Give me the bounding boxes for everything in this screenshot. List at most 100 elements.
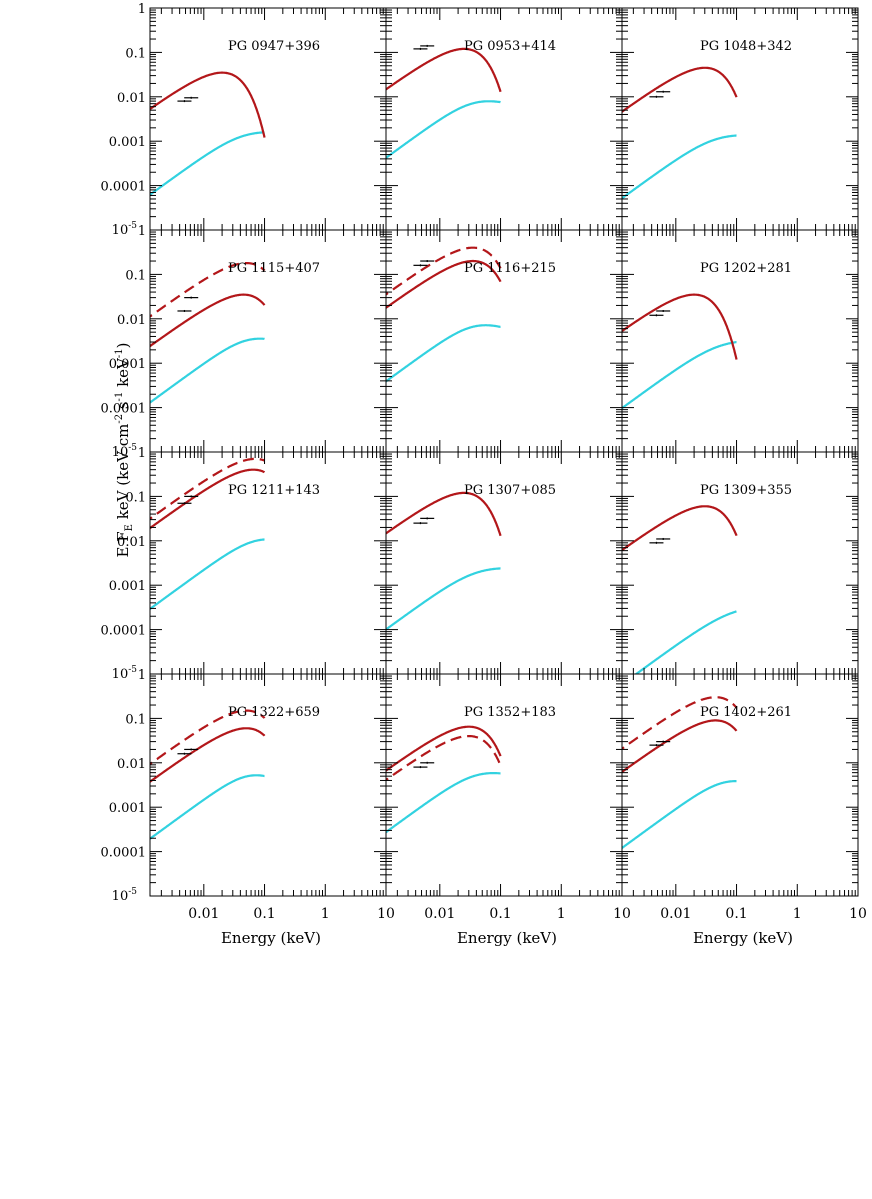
x-axis-label-col1: Energy (keV) [221, 929, 321, 947]
panel-6: PG 1211+143 [150, 457, 320, 611]
panel-plot-area [622, 293, 738, 410]
disk-curve [386, 47, 502, 93]
x-tick-label: 0.1 [489, 906, 511, 922]
panel-1: PG 0953+414 [386, 39, 556, 160]
disk-curve [622, 505, 738, 552]
panel-title: PG 1202+281 [700, 261, 792, 276]
panel-title: PG 1322+659 [228, 705, 320, 720]
disk-curve-dashed [150, 457, 266, 521]
x-tick-label: 10 [849, 906, 867, 922]
y-tick-label: 0.001 [109, 135, 146, 150]
comptonization-curve [386, 324, 501, 383]
disk-curve [150, 293, 266, 348]
panel-title: PG 1048+342 [700, 39, 792, 54]
comptonization-curve [150, 337, 265, 404]
disk-curve [150, 468, 266, 530]
x-tick-label: 10 [377, 906, 395, 922]
y-tick-label: 0.0001 [101, 180, 147, 195]
y-tick-label: 0.01 [117, 91, 146, 106]
y-tick-label: 1 [138, 224, 146, 239]
disk-curve-dashed [150, 709, 266, 766]
y-tick-label: 0.0001 [101, 402, 147, 417]
x-tick-label: 0.01 [424, 906, 455, 922]
panel-8: PG 1309+355 [622, 483, 792, 674]
panel-0: PG 0947+396 [150, 39, 320, 197]
x-axis-label-col3: Energy (keV) [693, 929, 793, 947]
comptonization-curve [386, 772, 501, 834]
disk-curve [386, 491, 502, 537]
panel-7: PG 1307+085 [386, 483, 556, 631]
y-axis-label: E FE keV (keV cm-2 s-1 keV-1) [114, 343, 135, 558]
panel-title: PG 1211+143 [228, 483, 320, 498]
disk-curve-dashed [386, 246, 502, 296]
y-tick-label: 1 [138, 668, 146, 683]
y-tick-label: 0.01 [117, 535, 146, 550]
panel-title: PG 1352+183 [464, 705, 556, 720]
panel-plot-area [622, 505, 738, 674]
panel-3: PG 1115+407 [150, 261, 320, 404]
x-tick-label: 1 [557, 906, 566, 922]
panel-title: PG 1307+085 [464, 483, 556, 498]
comptonization-curve [622, 780, 737, 850]
y-tick-label-min: 10-5 [112, 443, 138, 460]
y-tick-label-min: 10-5 [112, 221, 138, 238]
disk-curve [150, 71, 266, 138]
panel-5: PG 1202+281 [622, 261, 792, 410]
panel-title: PG 0953+414 [464, 39, 556, 54]
panel-10: PG 1352+183 [386, 705, 556, 834]
panel-plot-area [386, 725, 502, 834]
x-tick-label: 0.1 [725, 906, 747, 922]
disk-curve [622, 66, 738, 114]
y-tick-label-min: 10-5 [112, 665, 138, 682]
x-tick-label: 1 [321, 906, 330, 922]
disk-curve [386, 259, 502, 310]
panel-title: PG 0947+396 [228, 39, 320, 54]
y-tick-label: 0.001 [109, 357, 146, 372]
y-tick-label: 0.1 [125, 490, 146, 505]
panel-title: PG 1116+215 [464, 261, 556, 276]
panels-layer: PG 0947+396 PG 0953+414 PG 1048+342 PG 1115… [150, 39, 792, 850]
comptonization-curve [622, 134, 737, 200]
x-tick-label: 0.01 [660, 906, 691, 922]
y-tick-label: 0.1 [125, 268, 146, 283]
y-tick-label: 0.001 [109, 579, 146, 594]
x-tick-label: 1 [793, 906, 802, 922]
panel-plot-area [622, 696, 738, 850]
y-tick-label: 0.1 [125, 712, 146, 727]
panel-11: PG 1402+261 [622, 696, 792, 850]
comptonization-curve [150, 774, 265, 841]
y-tick-label-min: 10-5 [112, 887, 138, 904]
panel-9: PG 1322+659 [150, 705, 320, 841]
panel-plot-area [150, 71, 266, 197]
disk-curve [386, 725, 502, 772]
disk-curve-dashed [622, 696, 738, 751]
panel-frame [621, 673, 859, 897]
comptonization-curve [634, 610, 737, 674]
y-tick-label: 0.001 [109, 801, 146, 816]
y-tick-label: 0.1 [125, 46, 146, 61]
panel-title: PG 1115+407 [228, 261, 320, 276]
comptonization-curve [622, 341, 737, 410]
panel-4: PG 1116+215 [386, 246, 556, 383]
axis-labels-layer: Energy (keV) Energy (keV) Energy (keV) E… [114, 343, 793, 948]
panel-plot-area [622, 66, 738, 200]
x-tick-label: 0.01 [188, 906, 219, 922]
disk-curve-dashed [150, 262, 266, 318]
panel-plot-area [386, 44, 502, 160]
disk-curve [622, 293, 738, 360]
panel-plot-area [150, 709, 266, 841]
x-tick-label: 10 [613, 906, 631, 922]
panel-plot-area [386, 491, 502, 631]
x-axis-label-col2: Energy (keV) [457, 929, 557, 947]
y-tick-label: 0.01 [117, 757, 146, 772]
comptonization-curve [386, 100, 501, 160]
y-tick-label: 1 [138, 2, 146, 17]
y-tick-label: 0.0001 [101, 624, 147, 639]
panel-plot-area [150, 262, 266, 404]
panel-title: PG 1309+355 [700, 483, 792, 498]
comptonization-curve [150, 131, 265, 197]
x-tick-label: 0.1 [253, 906, 275, 922]
comptonization-curve [386, 567, 501, 631]
panel-plot-area [150, 457, 266, 611]
